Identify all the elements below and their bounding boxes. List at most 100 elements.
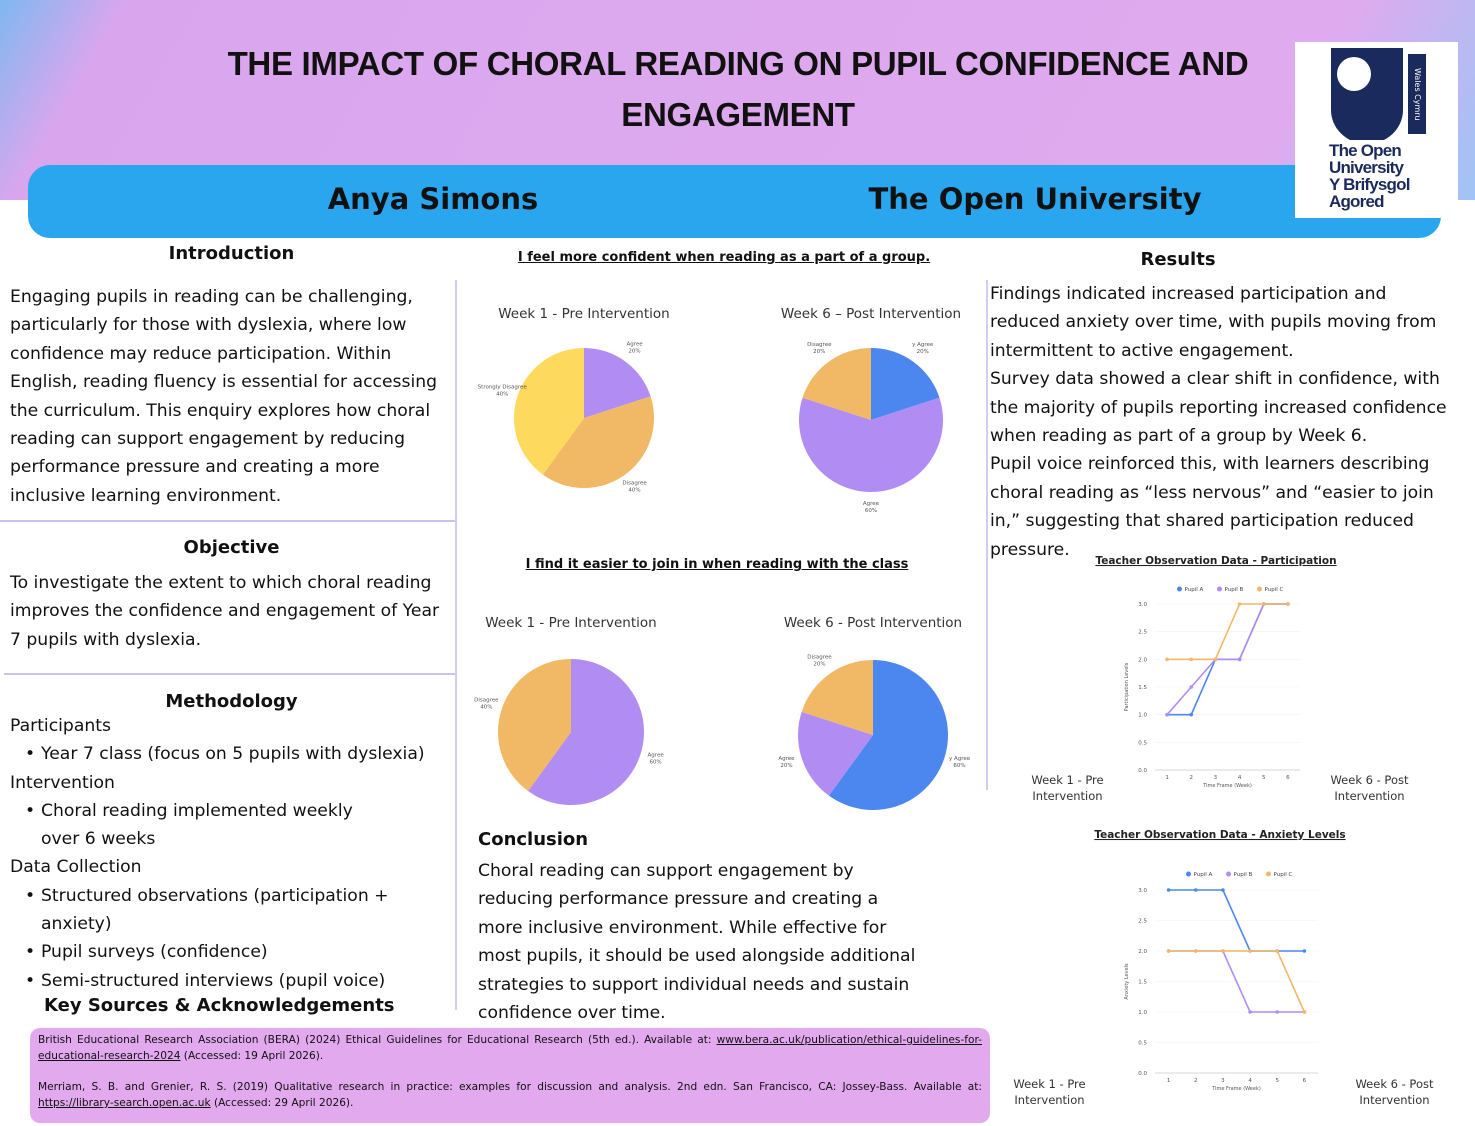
y-tick-label: 0.5 — [1138, 740, 1147, 746]
legend-label: Pupil B — [1225, 587, 1244, 593]
series-line — [1167, 603, 1288, 716]
data-point — [1165, 712, 1169, 717]
x-tick-label: 5 — [1276, 1078, 1280, 1084]
x-tick-label: 4 — [1238, 775, 1242, 781]
data-point — [1237, 657, 1242, 662]
logo-line: Y Brifysgol — [1329, 175, 1410, 194]
legend-marker — [1257, 586, 1262, 592]
logo-text: The Open University Y Brifysgol Agored — [1329, 142, 1410, 210]
legend-marker — [1266, 871, 1271, 877]
slice-value: 40% — [480, 704, 492, 710]
pie-slice — [801, 660, 873, 735]
survey-question: I feel more confident when reading as a … — [517, 250, 931, 265]
author: Anya Simons — [327, 182, 539, 216]
chart-title: Week 1 - Pre Intervention — [485, 615, 656, 631]
slice-label: Disagree — [474, 697, 499, 703]
slice-label: Strongly Disagree — [478, 384, 528, 390]
series-line — [1166, 603, 1288, 716]
poster-title: THE IMPACT OF CHORAL READING ON PUPIL CO… — [227, 45, 1249, 133]
y-tick-label: 1.0 — [1138, 713, 1147, 719]
slice-value: 20% — [813, 349, 825, 355]
y-axis-title: Anxiety Levels — [1124, 963, 1130, 1000]
bullet: Choral reading implemented weekly over 6… — [10, 797, 396, 854]
slice-value: 20% — [917, 349, 929, 355]
slice-value: 20% — [813, 661, 825, 667]
x-tick-label: 1 — [1165, 775, 1169, 781]
slice-label: y Agree — [949, 756, 971, 762]
reference-link[interactable]: https://library-search.open.ac.uk — [38, 1097, 211, 1109]
section-heading: Objective — [183, 537, 280, 558]
data-point — [1166, 949, 1171, 953]
pie-slice — [828, 660, 948, 811]
data-point — [1221, 949, 1225, 953]
legend-label: Pupil B — [1234, 872, 1253, 878]
series-line — [1168, 950, 1306, 1013]
data-point — [1261, 602, 1266, 606]
slice-value: 60% — [650, 760, 662, 766]
x-tick-label: 2 — [1194, 1078, 1198, 1084]
data-point — [1286, 602, 1290, 606]
slice-value: 60% — [953, 763, 965, 769]
bullet: Year 7 class (focus on 5 pupils with dys… — [10, 740, 430, 769]
legend-label: Pupil A — [1185, 587, 1204, 593]
y-tick-label: 2.5 — [1138, 630, 1147, 636]
results-paragraph: Pupil voice reinforced this, with learne… — [990, 454, 1434, 560]
data-point — [1286, 602, 1290, 606]
pie-slice — [584, 348, 651, 418]
reference-text: (Accessed: 29 April 2026). — [210, 1097, 354, 1109]
y-tick-label: 1.5 — [1138, 685, 1147, 691]
section-heading: Key Sources & Acknowledgements — [44, 995, 395, 1016]
x-tick-label: 2 — [1190, 775, 1194, 781]
data-point — [1248, 949, 1252, 953]
slice-value: 40% — [496, 391, 508, 397]
annotation: Week 6 - Post Intervention — [1330, 773, 1409, 803]
data-point — [1221, 949, 1225, 953]
annotation: Week 1 - Pre Intervention — [1013, 1077, 1086, 1107]
legend-label: Pupil C — [1265, 587, 1284, 593]
data-point — [1286, 602, 1290, 606]
section-heading: Methodology — [165, 691, 298, 712]
series-line — [1167, 603, 1288, 661]
y-tick-label: 2.5 — [1138, 919, 1147, 925]
data-point — [1275, 949, 1280, 953]
divider — [4, 673, 456, 675]
slice-value: 40% — [628, 488, 640, 494]
legend-marker — [1217, 586, 1222, 592]
conclusion-text: Choral reading can support engagement by… — [478, 861, 916, 1024]
reference-text: British Educational Research Association… — [38, 1034, 717, 1046]
data-point — [1275, 949, 1280, 953]
data-point — [1261, 602, 1266, 606]
data-point — [1248, 949, 1252, 953]
legend-marker — [1186, 871, 1191, 877]
section-heading: Results — [1140, 249, 1216, 270]
slice-label: Agree — [778, 756, 795, 762]
data-point — [1261, 602, 1266, 606]
chart-title: Week 6 – Post Intervention — [781, 306, 961, 322]
objective-text: To investigate the extent to which chora… — [10, 573, 440, 650]
slice-value: 60% — [865, 508, 877, 514]
slice-label: Disagree — [622, 481, 647, 487]
data-point — [1193, 949, 1198, 953]
reference-link[interactable]: www.bera.ac.uk/publication/ethical-guide… — [38, 1034, 982, 1062]
data-point — [1189, 685, 1194, 689]
y-tick-label: 2.0 — [1138, 657, 1147, 663]
pie-slice — [798, 397, 943, 492]
x-tick-label: 5 — [1262, 775, 1266, 781]
reference: British Educational Research Association… — [38, 1032, 982, 1064]
legend-label: Pupil C — [1274, 872, 1293, 878]
data-point — [1221, 888, 1225, 892]
references: British Educational Research Association… — [30, 1028, 990, 1123]
logo: Wales Cymru The Open University Y Brifys… — [1295, 42, 1458, 218]
column-rule — [455, 280, 457, 1010]
y-tick-label: 1.0 — [1138, 1010, 1147, 1016]
x-tick-label: 6 — [1286, 775, 1290, 781]
data-point — [1213, 657, 1218, 662]
slice-value: 20% — [780, 763, 792, 769]
methodology-list: Participants Year 7 class (focus on 5 pu… — [10, 712, 430, 995]
pie-slice — [528, 659, 644, 805]
data-point — [1302, 1010, 1307, 1014]
results-paragraph: Findings indicated increased participati… — [990, 284, 1437, 361]
survey-question: I find it easier to join in when reading… — [525, 557, 909, 572]
logo-line: Agored — [1329, 192, 1384, 211]
